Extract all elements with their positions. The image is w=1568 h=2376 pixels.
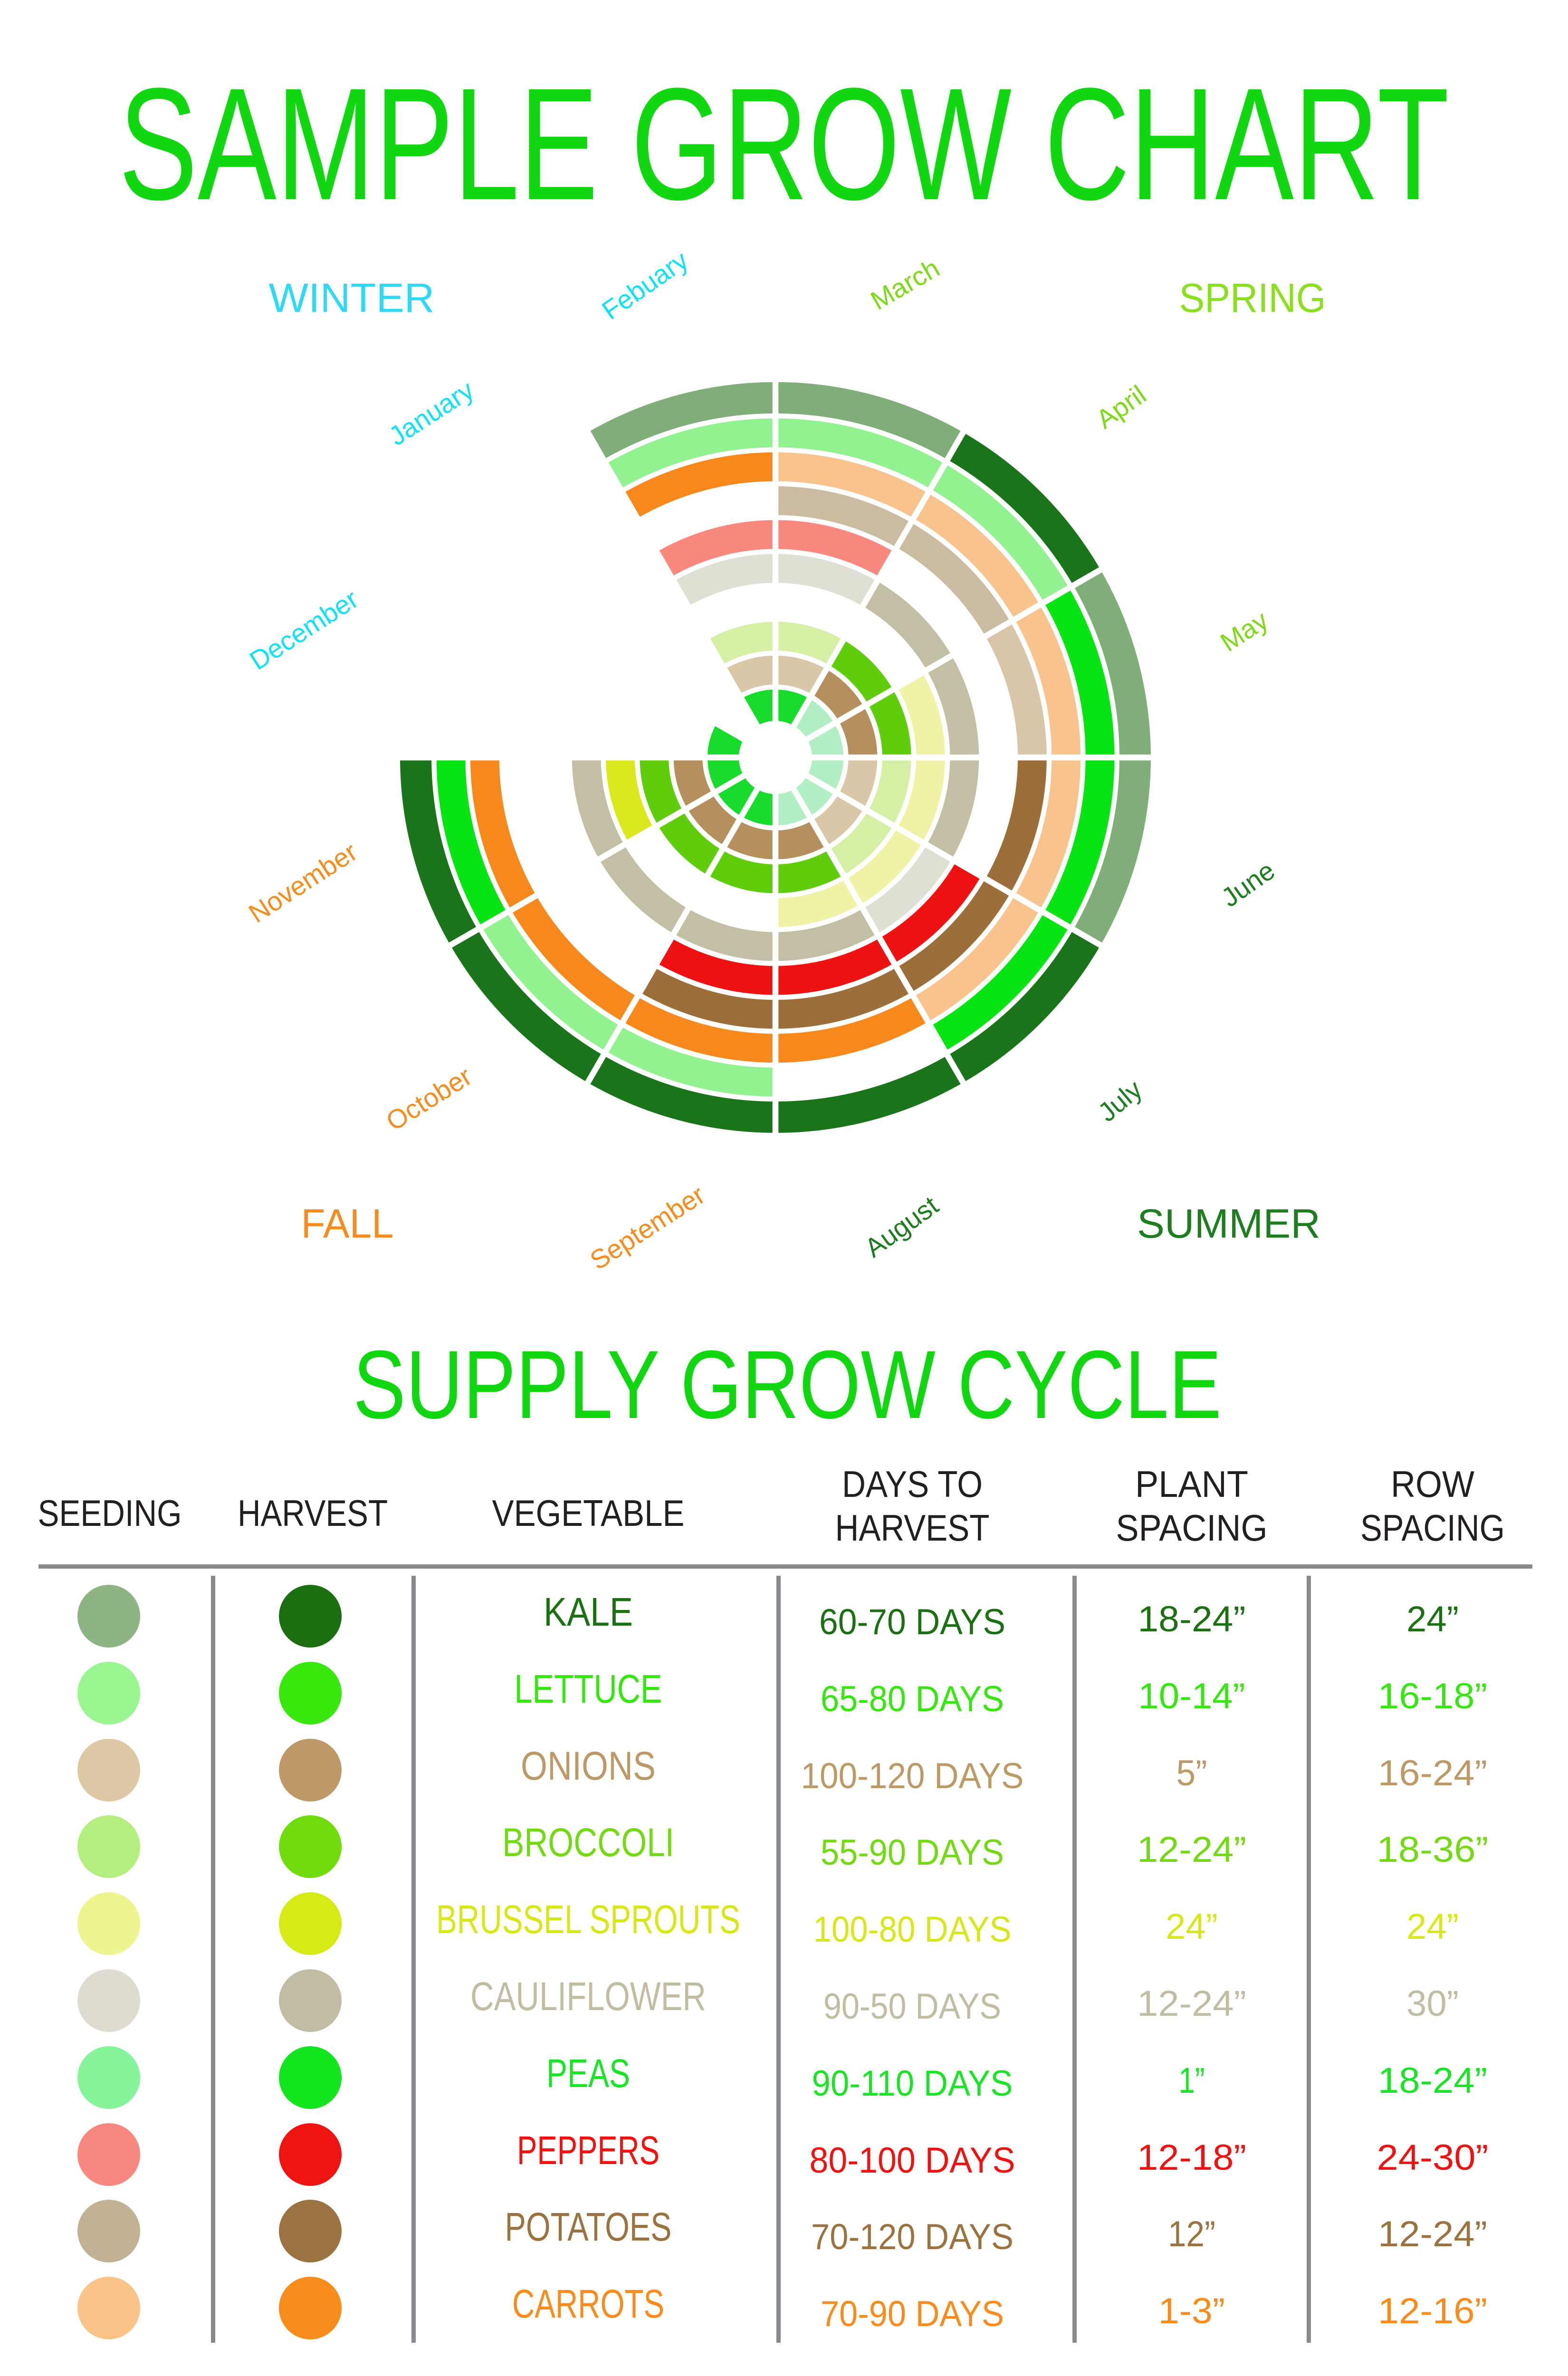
svg-text:5”: 5” (1176, 1753, 1207, 1793)
svg-text:VEGETABLE: VEGETABLE (492, 1492, 685, 1534)
svg-text:HARVEST: HARVEST (835, 1507, 990, 1549)
svg-text:HARVEST: HARVEST (238, 1492, 388, 1534)
svg-text:BROCCOLI: BROCCOLI (502, 1820, 674, 1865)
svg-text:1”: 1” (1179, 2060, 1205, 2101)
svg-text:24-30”: 24-30” (1377, 2137, 1489, 2178)
svg-text:ROW: ROW (1391, 1463, 1474, 1505)
svg-text:PEPPERS: PEPPERS (517, 2128, 660, 2173)
svg-text:18-24”: 18-24” (1138, 1599, 1246, 1639)
svg-text:SPACING: SPACING (1116, 1507, 1268, 1549)
svg-text:PLANT: PLANT (1135, 1463, 1248, 1505)
svg-text:100-80 DAYS: 100-80 DAYS (813, 1909, 1012, 1950)
svg-text:FALL: FALL (301, 1201, 394, 1247)
svg-text:70-90 DAYS: 70-90 DAYS (821, 2294, 1004, 2334)
svg-text:70-120 DAYS: 70-120 DAYS (811, 2217, 1013, 2257)
svg-text:1-3”: 1-3” (1158, 2291, 1225, 2331)
svg-text:55-90 DAYS: 55-90 DAYS (821, 1832, 1004, 1873)
svg-text:16-18”: 16-18” (1378, 1676, 1487, 1716)
svg-text:18-24”: 18-24” (1378, 2060, 1487, 2101)
svg-text:18-36”: 18-36” (1377, 1830, 1489, 1870)
svg-text:SPRING: SPRING (1179, 276, 1326, 321)
svg-text:ONIONS: ONIONS (521, 1744, 656, 1788)
svg-text:80-100 DAYS: 80-100 DAYS (810, 2140, 1015, 2181)
svg-text:PEAS: PEAS (546, 2051, 630, 2096)
svg-text:24”: 24” (1166, 1907, 1218, 1947)
svg-text:CAULIFLOWER: CAULIFLOWER (470, 1974, 706, 2019)
svg-text:CARROTS: CARROTS (512, 2281, 664, 2326)
svg-text:LETTUCE: LETTUCE (515, 1667, 662, 1711)
svg-text:24”: 24” (1406, 1599, 1459, 1639)
svg-text:SUMMER: SUMMER (1137, 1201, 1320, 1247)
svg-text:KALE: KALE (544, 1590, 633, 1634)
svg-text:12-16”: 12-16” (1378, 2291, 1487, 2331)
svg-text:90-50 DAYS: 90-50 DAYS (823, 1986, 1001, 2027)
svg-text:16-24”: 16-24” (1378, 1753, 1487, 1793)
svg-text:POTATOES: POTATOES (505, 2204, 672, 2249)
svg-text:12”: 12” (1168, 2214, 1215, 2254)
svg-text:65-80 DAYS: 65-80 DAYS (821, 1679, 1004, 1719)
svg-text:12-24”: 12-24” (1137, 1830, 1246, 1870)
svg-text:30”: 30” (1406, 1983, 1459, 2024)
svg-text:100-120 DAYS: 100-120 DAYS (801, 1756, 1024, 1796)
svg-text:12-24”: 12-24” (1137, 1983, 1246, 2024)
svg-text:SUPPLY GROW CYCLE: SUPPLY GROW CYCLE (353, 1331, 1222, 1439)
svg-text:12-18”: 12-18” (1137, 2137, 1246, 2178)
svg-text:BRUSSEL SPROUTS: BRUSSEL SPROUTS (436, 1897, 740, 1942)
svg-text:60-70 DAYS: 60-70 DAYS (819, 1602, 1005, 1642)
svg-text:SPACING: SPACING (1360, 1507, 1505, 1549)
svg-text:SEEDING: SEEDING (38, 1492, 182, 1534)
svg-text:DAYS TO: DAYS TO (842, 1463, 983, 1505)
svg-text:SAMPLE GROW CHART: SAMPLE GROW CHART (119, 55, 1449, 233)
svg-text:http://www.almanac.com/gardeni: http://www.almanac.com/gardening/plantin… (508, 2373, 1062, 2376)
svg-text:90-110 DAYS: 90-110 DAYS (812, 2063, 1013, 2104)
svg-text:10-14”: 10-14” (1138, 1676, 1245, 1716)
svg-text:24”: 24” (1406, 1907, 1459, 1947)
svg-text:12-24”: 12-24” (1378, 2214, 1487, 2254)
svg-text:WINTER: WINTER (269, 276, 435, 321)
